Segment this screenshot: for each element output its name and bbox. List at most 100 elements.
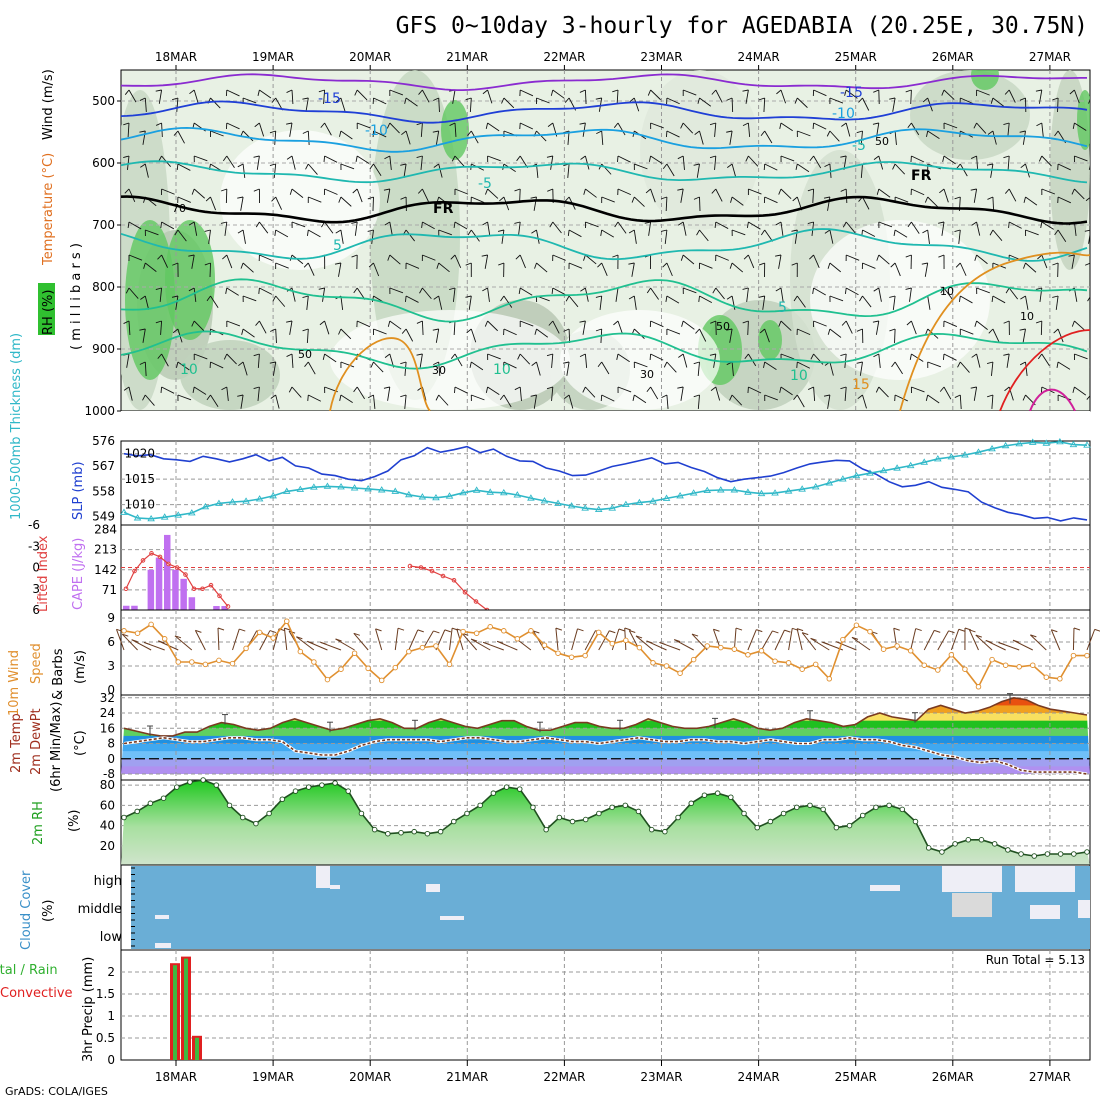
barb-staff — [177, 163, 191, 171]
barb-staff — [1041, 353, 1050, 366]
barb-staff — [210, 394, 219, 408]
barb-staff — [746, 287, 749, 302]
rh-dry — [220, 130, 380, 270]
barb-staff — [340, 229, 344, 244]
precip-rain-bar — [195, 1037, 199, 1060]
rh-dry — [560, 310, 720, 410]
wind10-barb-flag — [496, 640, 504, 644]
barb-staff — [780, 221, 784, 236]
rh-line-point — [833, 824, 840, 831]
wind10-tick: 3 — [107, 659, 115, 673]
barb-staff — [960, 97, 974, 105]
cape-bar — [131, 605, 138, 610]
temp-band — [121, 728, 1090, 737]
wind10-speed-point — [731, 646, 738, 652]
barb-flag — [454, 386, 456, 394]
barb-flag — [974, 254, 978, 261]
wind10-frame — [120, 609, 1091, 696]
barb-staff — [438, 97, 440, 113]
barb-flag — [339, 130, 342, 137]
barb-flag — [791, 262, 798, 266]
barb-flag — [220, 221, 227, 224]
barb-flag — [221, 386, 228, 391]
rh-line-point — [1018, 851, 1024, 857]
thickness-line-point — [188, 509, 196, 516]
wind10-barb-flag — [174, 635, 182, 639]
barb-staff — [373, 130, 387, 138]
barb-flag — [565, 295, 570, 302]
ylabel-convective: Convective — [0, 986, 73, 1001]
barb-flag — [793, 295, 798, 302]
thickness-line-point — [649, 497, 657, 504]
barb-flag — [889, 295, 896, 298]
rh-label: 50 — [875, 135, 889, 148]
barb-staff — [960, 328, 974, 335]
slp-tick: 1010 — [124, 498, 155, 512]
wind10-barb — [923, 630, 935, 651]
thickness-line-point — [391, 487, 400, 494]
barb-flag — [237, 196, 244, 199]
wind10-barb — [1050, 629, 1061, 651]
barb-staff — [943, 122, 958, 129]
barb-flag — [367, 196, 374, 200]
barb-staff — [976, 89, 990, 96]
rh-line-point — [662, 828, 668, 835]
barb-flag — [987, 196, 994, 200]
barb-staff — [487, 287, 490, 302]
contour-red — [999, 329, 1090, 411]
panel-rh: 20 40 60 80 2m RH (%) — [31, 777, 1091, 866]
barb-flag — [779, 122, 782, 129]
barb-staff — [748, 221, 761, 230]
barb-flag — [515, 254, 521, 260]
li-tick: 0 — [32, 561, 40, 575]
barb-flag — [858, 97, 863, 103]
dewpt-line — [123, 736, 1088, 775]
x-label-top: 21MAR — [446, 50, 488, 64]
wind10-barb-flag — [239, 628, 246, 632]
thickness-line-point — [445, 492, 454, 499]
barb-staff — [943, 386, 952, 400]
thickness-tick: 549 — [92, 510, 115, 524]
barb-staff — [226, 89, 240, 97]
cape-bar — [221, 606, 228, 610]
barb-flag — [1003, 155, 1010, 159]
thickness-line-point — [852, 471, 861, 479]
barb-staff — [1007, 155, 1010, 170]
barb-flag — [758, 295, 765, 298]
barb-staff — [552, 320, 560, 334]
barb-flag — [939, 188, 945, 194]
wind10-speed-point — [636, 644, 643, 651]
rh-line-point — [517, 786, 523, 792]
barb-staff — [552, 221, 562, 234]
rh-line-point — [437, 828, 444, 835]
barb-staff — [568, 328, 571, 344]
barb-flag — [680, 122, 684, 129]
barb-staff — [356, 155, 370, 164]
barb-staff — [519, 386, 522, 401]
barb-staff — [973, 386, 978, 401]
vertical-ytick: 900 — [92, 342, 115, 356]
barb-staff — [240, 196, 244, 211]
wind10-speed-point — [311, 659, 317, 665]
barb-staff — [405, 295, 419, 303]
barb-staff — [142, 328, 146, 343]
barb-staff — [827, 394, 831, 409]
barb-staff — [503, 394, 512, 408]
barb-staff — [191, 254, 195, 269]
temp-grid — [121, 695, 1090, 780]
barb-staff — [128, 287, 139, 299]
rh-line-point — [1057, 851, 1064, 857]
rh-line-point — [754, 824, 760, 831]
barb-flag — [140, 163, 146, 168]
barb-staff — [650, 155, 663, 165]
barb-staff — [1008, 89, 1016, 103]
barb-flag — [416, 155, 423, 159]
barb-staff — [1022, 328, 1026, 343]
barb-flag — [660, 229, 668, 232]
barb-staff — [601, 262, 608, 277]
barb-flag — [1004, 188, 1010, 194]
cloud-field — [131, 866, 1090, 949]
thickness-line-point — [798, 485, 806, 492]
barb-flag — [303, 262, 309, 268]
rh-line-point — [688, 800, 694, 807]
